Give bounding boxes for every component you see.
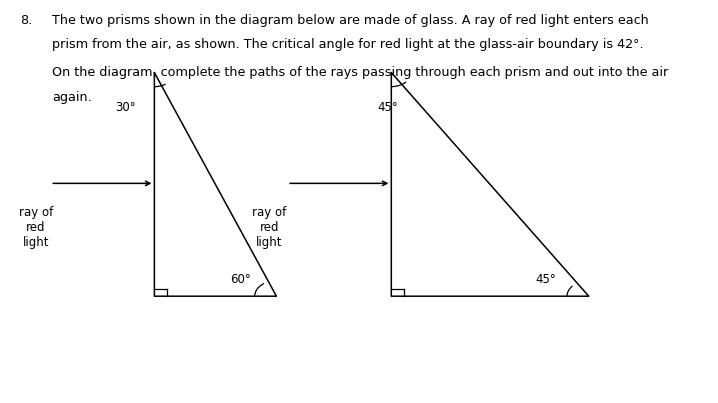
- Text: 60°: 60°: [230, 273, 251, 286]
- Text: 30°: 30°: [115, 101, 136, 114]
- Text: ray of
red
light: ray of red light: [252, 206, 286, 249]
- Text: ray of
red
light: ray of red light: [19, 206, 53, 249]
- Text: prism from the air, as shown. The critical angle for red light at the glass-air : prism from the air, as shown. The critic…: [52, 38, 644, 51]
- Text: 45°: 45°: [535, 273, 556, 286]
- Text: again.: again.: [52, 91, 92, 104]
- Text: The two prisms shown in the diagram below are made of glass. A ray of red light : The two prisms shown in the diagram belo…: [52, 14, 649, 27]
- Text: On the diagram, complete the paths of the rays passing through each prism and ou: On the diagram, complete the paths of th…: [52, 66, 668, 79]
- Text: 8.: 8.: [20, 14, 32, 27]
- Text: 45°: 45°: [377, 101, 398, 114]
